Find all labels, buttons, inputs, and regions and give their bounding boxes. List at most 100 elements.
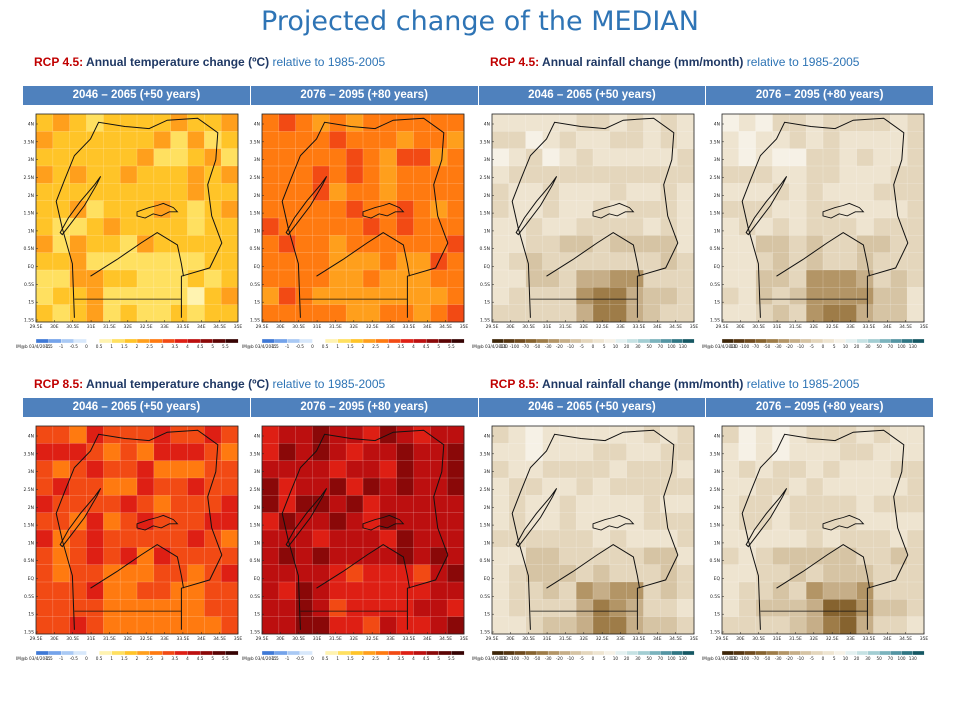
map-frame [491,113,695,323]
grid-cell [363,547,381,565]
production-stamp: IM@b 03/4/2015 [472,344,507,349]
colorbar-swatch [581,338,594,344]
grid-cell [413,547,431,565]
grid-cell [593,166,611,184]
grid-cell [262,547,280,565]
grid-cell [221,252,239,271]
grid-cell [396,200,414,219]
grid-cell [772,443,790,461]
grid-cell [626,131,644,149]
grid-cell [839,218,857,236]
grid-cell [137,616,155,635]
country-border [55,117,223,318]
lon-tick-label: 34E [653,636,662,642]
grid-cell [660,530,678,548]
colorbar-swatch [287,338,301,344]
grid-cell [153,131,171,149]
grid-cell [346,235,364,253]
grid-cell [856,218,874,236]
grid-cell [86,443,104,461]
lon-tick-label: 33.5E [632,636,645,642]
grid-cell [363,616,381,635]
grid-cell [262,131,280,149]
lat-tick-label: 4N [484,122,490,128]
grid-cell [430,426,448,444]
colorbar-tick-label: -70 [752,656,759,661]
grid-cell [86,183,104,201]
grid-cell [379,460,397,479]
colorbar-swatch [438,338,452,344]
lon-tick-label: 33E [160,324,169,330]
grid-cell [295,235,313,253]
grid-cell [278,478,296,496]
grid-cell [789,495,807,513]
grid-cell [396,166,414,184]
grid-cell [153,166,171,184]
grid-cell [278,512,296,531]
colorbar-tick-label: 50 [876,656,882,661]
lon-tick-label: 32.5E [140,636,153,642]
map-panel-rcp85-temp-2050: 4N 3.5N 3N 2.5N 2N 1.5N 1N 0.5N EQ 0.5S 1S 1.5S 29.5… [14,422,244,662]
colorbar-swatch [755,650,768,656]
lon-tick-label: 34.5E [439,636,452,642]
colorbar-swatch [637,650,650,656]
grid-cell [430,478,448,496]
colorbar-tick-label: -10 [797,656,804,661]
grid-cell [413,460,431,479]
lon-tick-label: 34.5E [213,636,226,642]
grid-cell [593,547,611,565]
colorbar-tick-label: -10 [567,344,574,349]
grid-cell [890,200,908,219]
grid-cell [413,131,431,149]
grid-cell [856,183,874,201]
grid-cell [363,460,381,479]
grid-cell [873,287,891,305]
lon-tick-label: 31.5E [329,324,342,330]
grid-cell [221,131,239,149]
grid-cell [69,131,87,149]
lat-tick-label: 4N [484,434,490,440]
grid-cell [120,599,138,617]
grid-cell [626,478,644,496]
grid-cell [626,304,644,323]
grid-cell [312,235,330,253]
grid-cell [120,287,138,305]
lon-tick-label: 33E [846,636,855,642]
grid-cell [492,148,510,167]
grid-cell [278,200,296,219]
colorbar-tick-label: 10 [613,656,619,661]
grid-cell [525,564,543,583]
lon-tick-label: 31.5E [559,636,572,642]
grid-cell [789,287,807,305]
colorbar-swatch [287,650,301,656]
grid-cell [839,616,857,635]
grid-cell [204,478,222,496]
grid-cell [738,270,756,288]
grid-cell [396,287,414,305]
colorbar-swatch [124,338,138,344]
grid-cell [643,252,661,271]
grid-cell [559,114,577,132]
grid-cell [396,114,414,132]
lon-tick-label: 31.5E [329,636,342,642]
grid-cell [120,582,138,600]
grid-cell [447,460,465,479]
grid-cell [559,252,577,271]
grid-cell [559,183,577,201]
period-header-row-2: 2046 – 2065 (+50 years) 2076 – 2095 (+80… [23,398,933,417]
grid-cell [363,443,381,461]
grid-cell [36,443,54,461]
country-border [55,429,223,630]
grid-cell [873,200,891,219]
grid-cell [204,599,222,617]
grid-cell [907,460,925,479]
grid-cell [873,235,891,253]
lon-tick-label: 32E [350,324,359,330]
grid-cell [204,235,222,253]
grid-cell [312,530,330,548]
colorbar-swatch [337,650,351,656]
grid-cell [52,270,70,288]
grid-cell [295,547,313,565]
colorbar-swatch [98,338,113,344]
grid-cell [772,304,790,323]
